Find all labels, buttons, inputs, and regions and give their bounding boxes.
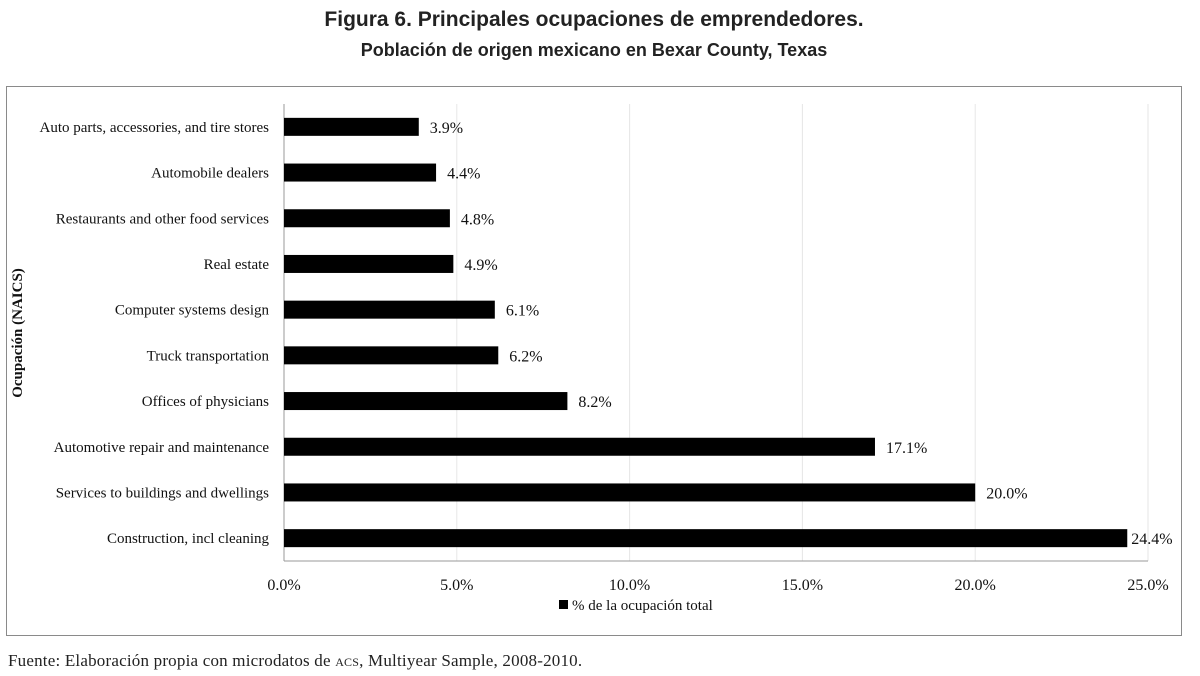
chart-subtitle: Población de origen mexicano en Bexar Co… bbox=[360, 40, 828, 60]
bar bbox=[284, 529, 1128, 548]
category-label: Offices of physicians bbox=[142, 394, 269, 410]
legend-label: % de la ocupación total bbox=[572, 598, 713, 614]
bar bbox=[284, 437, 875, 456]
source-suffix: , Multiyear Sample, 2008-2010. bbox=[359, 651, 583, 670]
data-label: 4.9% bbox=[464, 257, 497, 274]
bars bbox=[284, 117, 1128, 548]
x-tick-label: 5.0% bbox=[440, 577, 473, 594]
y-axis-label: Ocupación (NAICS) bbox=[10, 268, 26, 398]
category-label: Automotive repair and maintenance bbox=[54, 440, 270, 456]
source-prefix: Fuente: Elaboración propia con microdato… bbox=[8, 651, 336, 670]
bar bbox=[284, 392, 568, 411]
bar bbox=[284, 163, 437, 182]
chart-title: Figura 6. Principales ocupaciones de emp… bbox=[324, 8, 864, 31]
category-labels: Auto parts, accessories, and tire stores… bbox=[39, 120, 269, 547]
category-label: Restaurants and other food services bbox=[56, 211, 269, 227]
data-label: 6.1% bbox=[506, 303, 539, 320]
data-label: 4.4% bbox=[447, 166, 480, 183]
data-label: 3.9% bbox=[430, 120, 463, 137]
data-label: 6.2% bbox=[509, 348, 542, 365]
data-label: 20.0% bbox=[986, 485, 1027, 502]
category-label: Real estate bbox=[204, 257, 270, 273]
category-label: Computer systems design bbox=[115, 303, 270, 319]
category-label: Truck transportation bbox=[147, 348, 270, 364]
bar-chart: Auto parts, accessories, and tire stores… bbox=[10, 104, 1173, 614]
x-tick-label: 0.0% bbox=[267, 577, 300, 594]
bar bbox=[284, 254, 454, 273]
x-tick-label: 20.0% bbox=[955, 577, 996, 594]
legend-swatch bbox=[559, 600, 568, 609]
x-tick-label: 15.0% bbox=[782, 577, 823, 594]
bar bbox=[284, 346, 499, 365]
category-label: Auto parts, accessories, and tire stores bbox=[39, 120, 269, 136]
data-label: 17.1% bbox=[886, 440, 927, 457]
data-label: 4.8% bbox=[461, 211, 494, 228]
data-label: 24.4% bbox=[1131, 531, 1172, 548]
data-labels: 3.9% 4.4% 4.8% 4.9% 6.1% 6.2% 8.2% 17.1% 20.0% 24… bbox=[430, 120, 1173, 548]
source-acronym: ACS bbox=[335, 651, 360, 670]
category-label: Automobile dealers bbox=[151, 166, 269, 182]
bar bbox=[284, 483, 976, 502]
data-label: 8.2% bbox=[578, 394, 611, 411]
bar bbox=[284, 117, 419, 136]
x-tick-label: 25.0% bbox=[1127, 577, 1168, 594]
category-label: Services to buildings and dwellings bbox=[56, 485, 269, 501]
legend: % de la ocupación total bbox=[559, 598, 713, 614]
source-note: Fuente: Elaboración propia con microdato… bbox=[8, 651, 582, 671]
bar bbox=[284, 300, 495, 319]
chart-frame bbox=[6, 86, 1182, 636]
x-tick-label: 10.0% bbox=[609, 577, 650, 594]
bar bbox=[284, 209, 450, 228]
category-label: Construction, incl cleaning bbox=[107, 531, 270, 547]
x-tick-labels: 0.0% 5.0% 10.0% 15.0% 20.0% 25.0% bbox=[267, 577, 1168, 594]
